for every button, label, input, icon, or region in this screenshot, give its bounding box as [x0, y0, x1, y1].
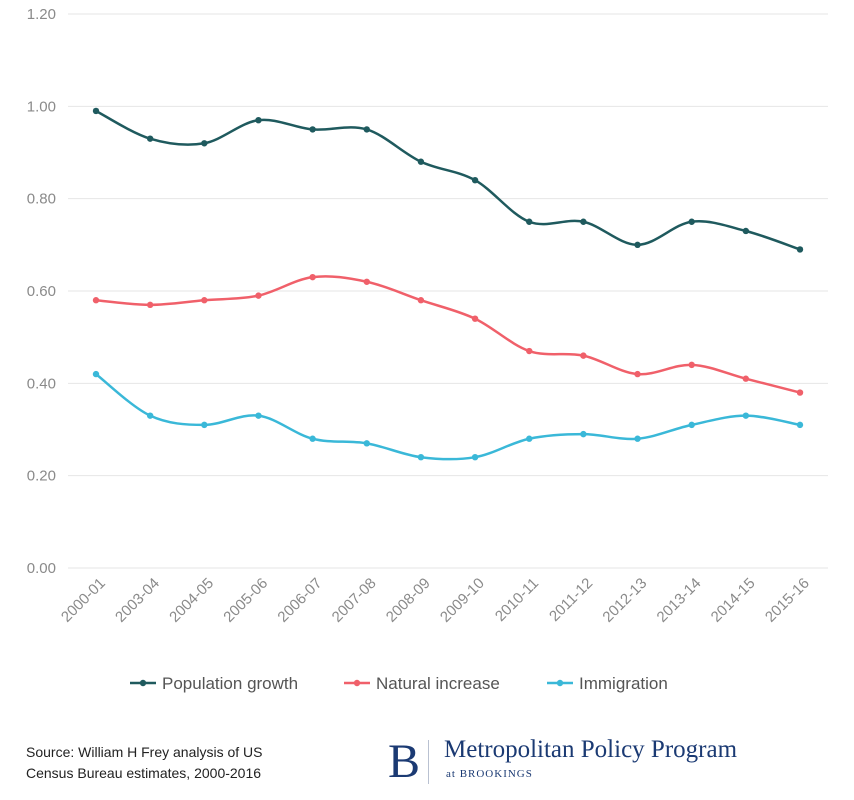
data-point: [201, 297, 208, 304]
data-point: [363, 278, 370, 285]
series-group: [92, 107, 804, 461]
legend-swatch-dot: [353, 679, 361, 687]
x-tick-label: 2010-11: [492, 575, 542, 625]
x-tick-label: 2005-06: [220, 575, 271, 626]
data-point: [688, 361, 695, 369]
data-point: [580, 430, 587, 438]
data-point: [471, 454, 479, 461]
y-tick-label: 0.00: [27, 560, 56, 577]
data-point: [363, 126, 370, 133]
x-tick-label: 2013-14: [654, 575, 705, 626]
data-point: [634, 370, 641, 378]
data-point: [796, 246, 804, 253]
legend-label: Population growth: [162, 674, 298, 693]
legend-item: Population growth: [130, 674, 298, 693]
brand-subtitle: at BROOKINGS: [446, 768, 533, 780]
data-point: [634, 435, 641, 442]
data-point: [742, 227, 750, 235]
data-point: [742, 412, 750, 419]
legend-swatch-dot: [139, 679, 147, 687]
data-point: [146, 301, 154, 309]
data-point: [92, 297, 100, 304]
x-tick-label: 2009-10: [437, 575, 488, 626]
data-point: [363, 440, 370, 447]
data-point: [417, 454, 425, 461]
footer: Source: William H Frey analysis of US Ce…: [0, 730, 854, 800]
x-tick-label: 2006-07: [274, 575, 325, 626]
brand-title: Metropolitan Policy Program: [444, 736, 738, 763]
legend-item: Immigration: [547, 674, 668, 693]
series-natural-increase: [92, 273, 804, 396]
data-point: [471, 177, 479, 184]
data-point: [742, 375, 750, 382]
legend-swatch-dot: [556, 679, 564, 687]
legend-item: Natural increase: [344, 674, 500, 693]
x-tick-label: 2011-12: [546, 575, 596, 625]
x-tick-label: 2012-13: [599, 575, 650, 626]
data-point: [526, 347, 533, 355]
y-tick-label: 1.20: [27, 6, 56, 23]
x-tick-label: 2015-16: [762, 575, 813, 626]
data-point: [309, 126, 316, 133]
data-point: [146, 412, 154, 419]
data-point: [796, 389, 804, 396]
x-tick-label: 2014-15: [708, 575, 759, 626]
data-point: [580, 218, 587, 225]
y-tick-label: 0.20: [27, 468, 56, 485]
data-point: [92, 370, 100, 378]
source-line-2: Census Bureau estimates, 2000-2016: [26, 765, 262, 781]
data-point: [526, 435, 533, 442]
data-point: [255, 292, 262, 299]
data-point: [92, 107, 100, 115]
data-point: [309, 435, 316, 442]
series-line: [94, 109, 802, 251]
source-note: Source: William H Frey analysis of US Ce…: [26, 742, 263, 784]
x-tick-label: 2004-05: [166, 575, 217, 626]
data-point: [634, 241, 641, 249]
data-point: [201, 421, 208, 429]
y-axis: 0.00 0.20 0.40 0.60 0.80 1.00 1.20: [27, 6, 56, 577]
series-line: [94, 372, 802, 461]
series-population-growth: [92, 107, 804, 253]
x-tick-label: 2003-04: [112, 575, 163, 626]
data-point: [688, 218, 695, 225]
data-point: [146, 135, 154, 142]
y-tick-label: 0.80: [27, 191, 56, 208]
series-immigration: [92, 370, 804, 461]
y-tick-label: 0.40: [27, 375, 56, 392]
data-point: [201, 140, 208, 147]
brookings-logo: B: [388, 735, 421, 788]
legend: Population growth Natural increase Immigra…: [130, 674, 668, 693]
x-tick-label: 2008-09: [383, 575, 434, 626]
data-point: [417, 158, 425, 165]
data-point: [417, 297, 425, 304]
data-point: [471, 315, 479, 322]
x-tick-label: 2000-01: [58, 575, 109, 626]
y-tick-label: 0.60: [27, 283, 56, 300]
series-line: [94, 275, 802, 394]
data-point: [255, 412, 262, 419]
data-point: [526, 218, 533, 225]
source-line-1: Source: William H Frey analysis of US: [26, 744, 263, 760]
data-point: [309, 273, 316, 281]
brand-divider: [428, 740, 429, 784]
gridlines: [68, 13, 828, 569]
x-axis: 2000-01 2003-04 2004-05 2005-06 2006-07 2007-…: [58, 575, 813, 626]
data-point: [580, 352, 587, 359]
legend-label: Immigration: [579, 674, 668, 693]
data-point: [688, 421, 695, 429]
line-chart: 0.00 0.20 0.40 0.60 0.80 1.00 1.20 2000-01 2003…: [27, 6, 828, 693]
y-tick-label: 1.00: [27, 98, 56, 115]
data-point: [255, 116, 262, 124]
data-point: [796, 421, 804, 429]
legend-label: Natural increase: [376, 674, 500, 693]
x-tick-label: 2007-08: [329, 575, 380, 626]
